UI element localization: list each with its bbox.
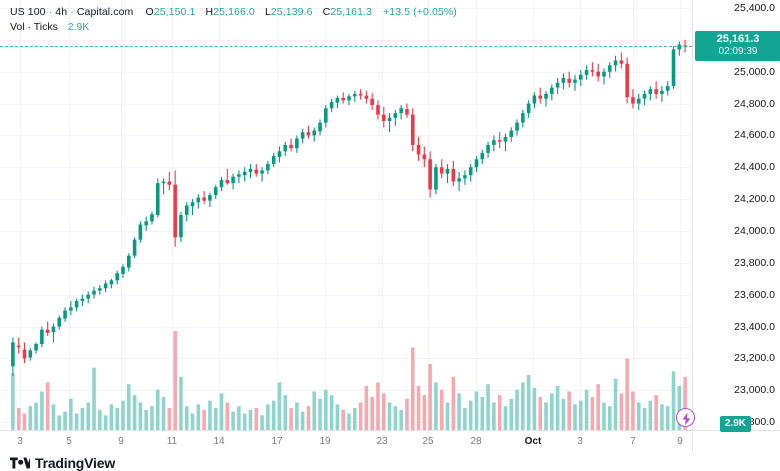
tradingview-logo bbox=[10, 457, 30, 469]
time-axis-tick-label: 14 bbox=[213, 436, 225, 447]
grid-line-vertical bbox=[20, 0, 21, 430]
time-axis-tick-label: 17 bbox=[271, 436, 283, 447]
grid-line-horizontal bbox=[0, 135, 692, 137]
low-value: 25,139.6 bbox=[270, 6, 313, 18]
price-axis-tick-label: 23,800.0 bbox=[734, 256, 775, 269]
grid-line-vertical bbox=[277, 0, 278, 430]
change-value: +13.5 (+0.05%) bbox=[383, 6, 457, 18]
chart-legend: US 100 · 4h · Capital.com O25,150.1 H25,… bbox=[10, 6, 457, 34]
high-key: H bbox=[205, 6, 214, 18]
grid-line-horizontal bbox=[0, 422, 692, 423]
data-source-label[interactable]: Capital.com bbox=[76, 6, 134, 18]
grid-line-vertical bbox=[219, 0, 220, 430]
symbol-legend-row[interactable]: US 100 · 4h · Capital.com O25,150.1 H25,… bbox=[10, 6, 457, 19]
time-axis[interactable]: 3 5 9 11 14 17 19 23 25 28 Oct 3 7 9 bbox=[0, 430, 780, 453]
lightning-bolt-glyph bbox=[682, 412, 691, 425]
price-axis-tick-label: 23,000.0 bbox=[734, 384, 775, 397]
grid-line-horizontal bbox=[0, 103, 692, 105]
price-axis-tick-label: 24,400.0 bbox=[734, 161, 775, 174]
grid-line-vertical bbox=[428, 0, 429, 430]
price-axis-tick-label: 24,600.0 bbox=[734, 129, 775, 142]
candlestick-series bbox=[11, 39, 687, 430]
price-axis-tick-label: 24,800.0 bbox=[734, 97, 775, 110]
grid-line-horizontal bbox=[0, 358, 692, 360]
price-axis-tick-label: 25,000.0 bbox=[734, 65, 775, 78]
open-key: O bbox=[145, 6, 154, 18]
legend-dot-1: · bbox=[48, 6, 53, 18]
grid-line-vertical bbox=[633, 0, 634, 430]
tradingview-brand: TradingView bbox=[10, 455, 115, 471]
open-value: 25,150.1 bbox=[153, 6, 196, 18]
time-axis-tick-label: 23 bbox=[376, 436, 388, 447]
axis-corner-divider bbox=[692, 430, 693, 452]
grid-line-horizontal bbox=[0, 294, 692, 296]
current-price-line bbox=[0, 46, 692, 47]
bar-countdown-timer: 02:09:39 bbox=[718, 46, 758, 57]
grid-line-vertical bbox=[476, 0, 477, 430]
price-axis-tick-label: 24,200.0 bbox=[734, 193, 775, 206]
time-axis-tick-label: 7 bbox=[630, 436, 636, 447]
price-axis-tick-label: 23,400.0 bbox=[734, 320, 775, 333]
lightning-bolt-icon[interactable] bbox=[676, 408, 695, 427]
grid-line-vertical bbox=[121, 0, 122, 430]
time-axis-tick-label: 19 bbox=[319, 436, 331, 447]
time-axis-tick-label: 3 bbox=[17, 436, 23, 447]
grid-line-vertical bbox=[172, 0, 173, 430]
price-axis[interactable]: 25,400.025,200.025,000.024,800.024,600.0… bbox=[692, 0, 780, 432]
grid-line-vertical bbox=[382, 0, 383, 430]
price-axis-tick-label: 23,200.0 bbox=[734, 352, 775, 365]
close-value: 25,161.3 bbox=[330, 6, 373, 18]
grid-line-vertical bbox=[533, 0, 534, 430]
time-axis-tick-label: Oct bbox=[524, 436, 542, 447]
volume-legend-row[interactable]: Vol · Ticks 2.9K bbox=[10, 21, 457, 34]
time-axis-tick-label: 25 bbox=[422, 436, 434, 447]
grid-line-vertical bbox=[69, 0, 70, 430]
current-price-value: 25,161.3 bbox=[716, 33, 760, 45]
legend-dot-2: · bbox=[70, 6, 74, 18]
price-axis-tick-label: 24,000.0 bbox=[734, 224, 775, 237]
volume-legend-title: Vol · Ticks bbox=[10, 21, 58, 33]
price-axis-tick-label: 23,600.0 bbox=[734, 288, 775, 301]
price-axis-tick-label: 25,400.0 bbox=[734, 2, 775, 14]
grid-line-vertical bbox=[580, 0, 581, 430]
grid-line-horizontal bbox=[0, 167, 692, 169]
high-value: 25,166.0 bbox=[213, 6, 255, 18]
grid-line-horizontal bbox=[0, 326, 692, 328]
grid-line-horizontal bbox=[0, 262, 692, 264]
grid-line-vertical bbox=[325, 0, 326, 430]
grid-line-horizontal bbox=[0, 39, 692, 41]
grid-line-horizontal bbox=[0, 71, 692, 73]
time-axis-tick-label: 11 bbox=[166, 436, 178, 447]
close-key: C bbox=[322, 6, 331, 18]
grid-line-horizontal bbox=[0, 230, 692, 232]
time-axis-tick-label: 3 bbox=[577, 436, 583, 447]
time-axis-tick-label: 28 bbox=[470, 436, 482, 447]
interval-label[interactable]: 4h bbox=[55, 6, 68, 18]
grid-line-horizontal bbox=[0, 390, 692, 392]
low-key: L bbox=[264, 6, 271, 18]
chart-plot-area[interactable] bbox=[0, 0, 692, 430]
symbol-name[interactable]: US 100 bbox=[10, 6, 46, 18]
grid-line-vertical bbox=[680, 0, 681, 430]
volume-value-badge: 2.9K bbox=[719, 416, 751, 432]
tradingview-brand-name: TradingView bbox=[35, 455, 116, 471]
current-price-badge: 25,161.3 02:09:39 bbox=[695, 31, 780, 61]
time-axis-tick-label: 9 bbox=[677, 436, 683, 447]
time-axis-tick-label: 9 bbox=[118, 436, 124, 447]
time-axis-tick-label: 5 bbox=[66, 436, 72, 447]
grid-line-horizontal bbox=[0, 199, 692, 201]
volume-legend-value: 2.9K bbox=[67, 21, 90, 33]
grid-line-horizontal bbox=[0, 8, 692, 9]
